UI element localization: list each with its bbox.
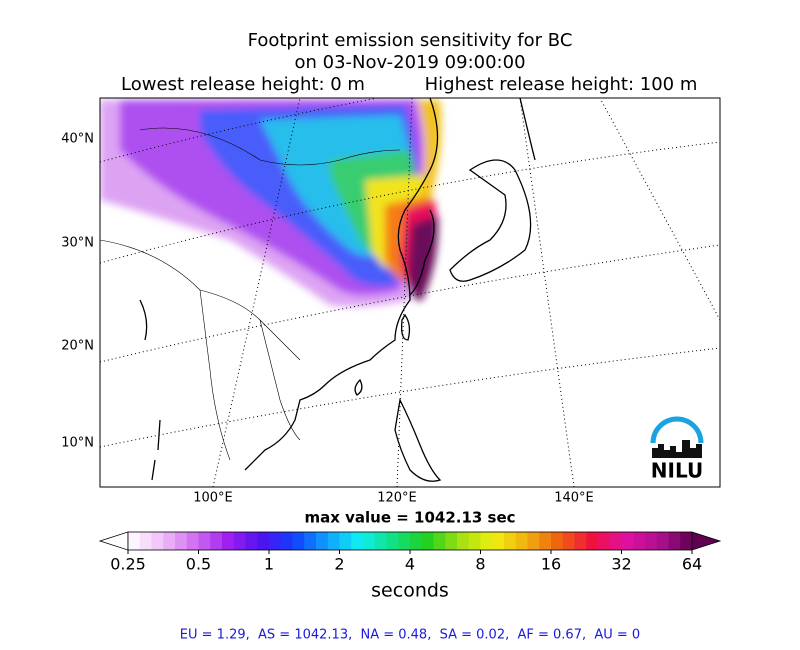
title: Footprint emission sensitivity for BC	[248, 30, 573, 51]
colorbar-tick-label: 1	[264, 555, 274, 574]
lon-label: 140°E	[554, 491, 594, 506]
colorbar-segment	[175, 532, 188, 550]
colorbar-segment	[433, 532, 446, 550]
colorbar-segment	[457, 532, 470, 550]
colorbar-segment	[245, 532, 258, 550]
lat-label: 30°N	[61, 236, 94, 251]
colorbar-segment	[645, 532, 658, 550]
colorbar-segment	[410, 532, 423, 550]
lon-label: 120°E	[377, 491, 417, 506]
colorbar-tick-label: 0.25	[110, 555, 146, 574]
colorbar-segment	[609, 532, 622, 550]
colorbar-segment	[257, 532, 270, 550]
colorbar-tick-label: 2	[334, 555, 344, 574]
plume	[100, 98, 442, 307]
colorbar-segment	[539, 532, 552, 550]
colorbar-segment	[504, 532, 517, 550]
colorbar-segment	[527, 532, 540, 550]
colorbar-segment	[186, 532, 199, 550]
colorbar-segment	[386, 532, 399, 550]
logo-text: NILU	[651, 459, 703, 483]
colorbar-segment	[339, 532, 352, 550]
colorbar-segment	[292, 532, 305, 550]
colorbar-tick-label: 32	[611, 555, 631, 574]
colorbar-segment	[421, 532, 434, 550]
colorbar-segment	[316, 532, 329, 550]
colorbar-segment	[269, 532, 282, 550]
colorbar-segment	[233, 532, 246, 550]
colorbar-segment	[586, 532, 599, 550]
lat-label: 20°N	[61, 339, 94, 354]
colorbar-extend-low	[98, 531, 129, 551]
colorbar-segment	[210, 532, 223, 550]
colorbar-segment	[351, 532, 364, 550]
nilu-logo: NILU	[650, 416, 704, 483]
borders	[100, 127, 401, 461]
lat-label: 10°N	[61, 436, 94, 451]
colorbar-segment	[198, 532, 211, 550]
colorbar-segment	[363, 532, 376, 550]
regional-stats: EU = 1.29, AS = 1042.13, NA = 0.48, SA =…	[180, 628, 640, 643]
max-value: max value = 1042.13 sec	[304, 509, 515, 527]
colorbar-segment	[222, 532, 235, 550]
colorbar-extend-high	[691, 531, 722, 551]
colorbar-segment	[151, 532, 164, 550]
colorbar-segment	[280, 532, 293, 550]
colorbar-segment	[656, 532, 669, 550]
colorbar-segment	[680, 532, 693, 550]
colorbar-segment	[327, 532, 340, 550]
coastlines	[139, 98, 536, 482]
colorbar-segment	[551, 532, 564, 550]
lowest-height: Lowest release height: 0 m	[121, 74, 365, 95]
colorbar-tick-label: 4	[405, 555, 415, 574]
colorbar-segment	[633, 532, 646, 550]
colorbar-segment	[163, 532, 176, 550]
colorbar-segment	[445, 532, 458, 550]
colorbar-segment	[515, 532, 528, 550]
colorbar-tick-label: 0.5	[186, 555, 211, 574]
colorbar-segment	[398, 532, 411, 550]
colorbar-segment	[128, 532, 141, 550]
graticule	[100, 98, 720, 487]
colorbar-tick-label: 64	[682, 555, 702, 574]
colorbar: 0.25 0.5 1 2 4 8 16 32 64	[98, 531, 722, 574]
colorbar-segment	[598, 532, 611, 550]
colorbar-segment	[139, 532, 152, 550]
lat-label: 40°N	[61, 132, 94, 147]
highest-height: Highest release height: 100 m	[425, 74, 698, 95]
colorbar-segment	[668, 532, 681, 550]
colorbar-segment	[492, 532, 505, 550]
colorbar-label: seconds	[371, 580, 449, 602]
colorbar-segment	[374, 532, 387, 550]
colorbar-segment	[562, 532, 575, 550]
colorbar-segment	[621, 532, 634, 550]
colorbar-tick-label: 16	[541, 555, 561, 574]
colorbar-segment	[574, 532, 587, 550]
colorbar-tick-label: 8	[475, 555, 485, 574]
map-frame	[99, 97, 721, 488]
date: on 03-Nov-2019 09:00:00	[294, 52, 525, 73]
lon-label: 100°E	[193, 491, 233, 506]
colorbar-segment	[480, 532, 493, 550]
colorbar-segment	[468, 532, 481, 550]
colorbar-segment	[304, 532, 317, 550]
map	[100, 98, 720, 487]
